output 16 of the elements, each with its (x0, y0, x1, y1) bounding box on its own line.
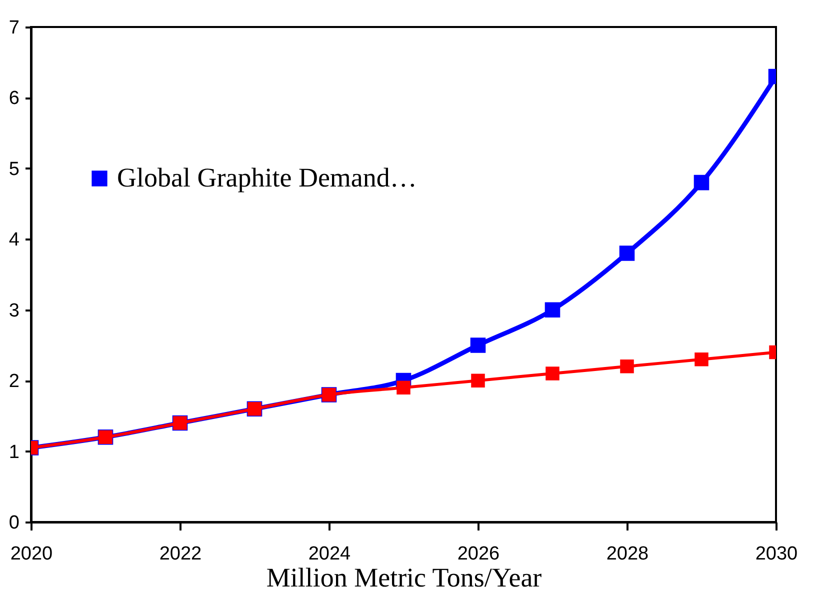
y-tick-label: 0 (8, 512, 20, 534)
y-tick-label: 2 (8, 371, 20, 392)
y-tick-label: 4 (8, 230, 20, 251)
y-tick-label: 7 (8, 18, 20, 38)
x-tick-label: 2024 (308, 544, 352, 564)
y-tick-label: 3 (8, 300, 20, 322)
x-axis-title: Million Metric Tons/Year (266, 562, 542, 592)
x-tick-label: 2020 (10, 544, 53, 564)
y-tick-label: 6 (8, 88, 20, 110)
x-tick-label: 2028 (606, 544, 649, 564)
x-tick-label: 2026 (457, 544, 500, 564)
x-tick-label: 2022 (159, 544, 202, 564)
y-tick-label: 1 (8, 442, 20, 463)
y-tick-label: 5 (8, 158, 20, 180)
legend-label: Global Graphite Demand… (117, 162, 417, 192)
x-tick-label: 2030 (755, 544, 798, 564)
